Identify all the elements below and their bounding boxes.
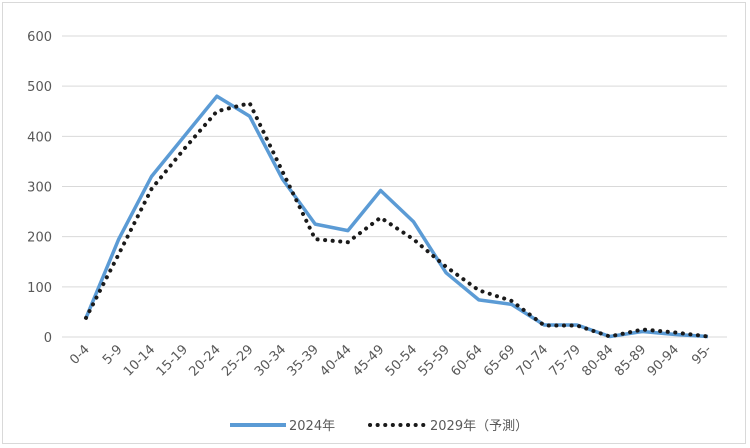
x-tick-label-25-29: 25-29 xyxy=(219,342,256,379)
x-tick-label-15-19: 15-19 xyxy=(154,342,191,379)
x-tick-label-5-9: 5-9 xyxy=(100,342,126,368)
x-tick-label-55-59: 55-59 xyxy=(416,342,453,379)
x-tick-label-30-34: 30-34 xyxy=(252,342,289,379)
series-line-1 xyxy=(84,101,710,339)
legend-label-2024: 2024年 xyxy=(289,419,335,434)
y-tick-label-0: 0 xyxy=(44,331,52,346)
x-tick-label-75-79: 75-79 xyxy=(547,342,584,379)
x-tick-label-0-4: 0-4 xyxy=(67,342,93,368)
series-lines xyxy=(84,94,710,339)
x-tick-label-40-44: 40-44 xyxy=(317,342,354,379)
y-tick-label-300: 300 xyxy=(27,181,52,196)
x-tick-label-65-69: 65-69 xyxy=(481,342,518,379)
x-tick-label-90-94: 90-94 xyxy=(645,342,682,379)
y-tick-label-400: 400 xyxy=(27,130,52,145)
x-tick-label-20-24: 20-24 xyxy=(186,342,223,379)
y-tick-label-200: 200 xyxy=(27,231,52,246)
x-tick-label-50-54: 50-54 xyxy=(383,342,420,379)
x-tick-label-80-84: 80-84 xyxy=(579,342,616,379)
x-tick-label-95-: 95- xyxy=(689,342,715,368)
y-tick-label-600: 600 xyxy=(27,30,52,45)
gridlines xyxy=(62,35,727,338)
x-tick-label-35-39: 35-39 xyxy=(285,342,322,379)
x-axis-ticks: 0-4 5-910-1415-1920-2425-2930-3435-3940-4… xyxy=(67,342,715,380)
y-tick-label-100: 100 xyxy=(27,281,52,296)
legend-label-2029: 2029年（予測） xyxy=(430,419,528,434)
series-line-0 xyxy=(84,94,709,339)
y-tick-label-500: 500 xyxy=(27,80,52,95)
x-tick-label-45-49: 45-49 xyxy=(350,342,387,379)
x-tick-label-60-64: 60-64 xyxy=(448,342,485,379)
legend: 2024年 2029年（予測） xyxy=(230,419,528,434)
y-axis-ticks: 0 100 200 300 400 500 600 xyxy=(27,30,52,346)
x-tick-label-10-14: 10-14 xyxy=(121,342,158,379)
x-tick-label-70-74: 70-74 xyxy=(514,342,551,379)
x-tick-label-85-89: 85-89 xyxy=(612,342,649,379)
